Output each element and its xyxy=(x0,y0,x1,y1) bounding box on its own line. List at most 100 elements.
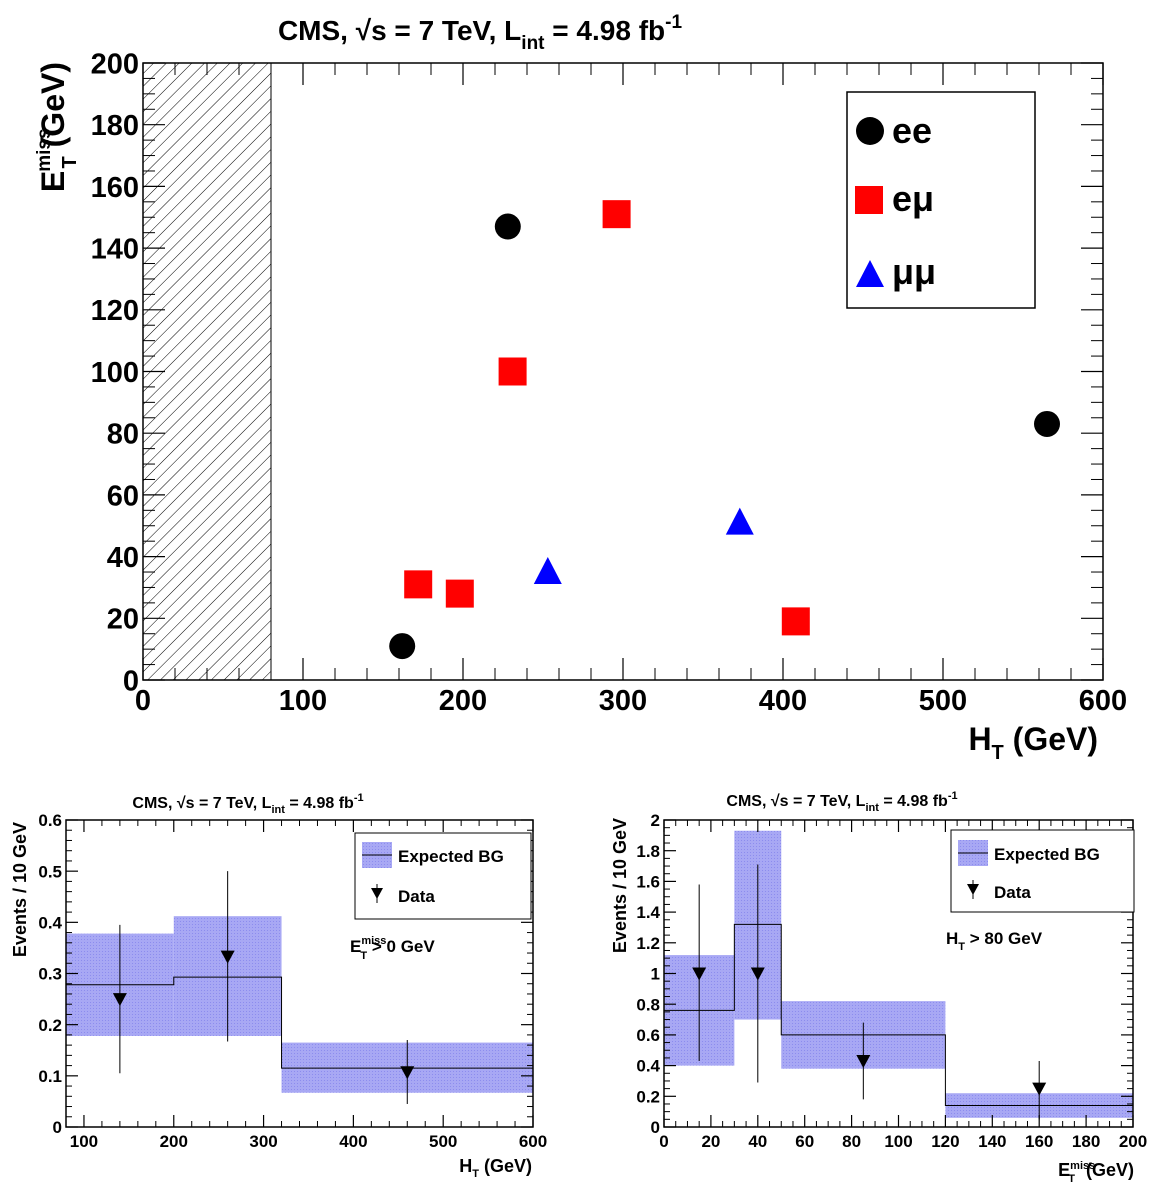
y-tick-label: 2 xyxy=(651,811,660,830)
y-tick-label: 0.4 xyxy=(38,913,62,932)
data-point-marker xyxy=(750,967,765,981)
data-point-marker xyxy=(692,967,707,981)
scatter-y-axis-label: Emiss T (GeV) xyxy=(34,62,81,192)
x-tick-label: 500 xyxy=(919,685,967,717)
y-tick-label: 0 xyxy=(651,1118,660,1137)
y-tick-label: 0.4 xyxy=(636,1057,660,1076)
x-tick-label: 200 xyxy=(1119,1132,1147,1151)
data-point-marker xyxy=(112,993,127,1007)
data-point-marker xyxy=(220,950,235,964)
y-tick-label: 180 xyxy=(91,110,139,142)
y-tick-label: 20 xyxy=(107,604,139,636)
data-point-ee xyxy=(494,213,521,240)
data-point-eμ xyxy=(404,570,433,599)
legend-emu-marker xyxy=(855,186,883,214)
scatter-x-axis-label: HT (GeV) xyxy=(968,721,1098,764)
met-histogram-y-axis-label: Events / 10 GeV xyxy=(610,818,630,953)
y-tick-label: 1.4 xyxy=(636,903,660,922)
y-tick-label: 100 xyxy=(91,357,139,389)
y-tick-label: 1 xyxy=(651,965,660,984)
met-histogram-legend: Expected BG Data xyxy=(950,829,1135,913)
x-tick-label: 600 xyxy=(519,1132,547,1151)
x-tick-label: 200 xyxy=(439,685,487,717)
y-tick-label: 80 xyxy=(107,419,139,451)
x-tick-label: 100 xyxy=(884,1132,912,1151)
y-tick-label: 0.2 xyxy=(636,1087,660,1106)
plot-frame xyxy=(142,62,1104,681)
x-tick-label: 80 xyxy=(842,1132,861,1151)
data-point-marker xyxy=(400,1066,415,1080)
legend-ee-marker xyxy=(856,117,884,145)
ht-histogram-plot-area: 100 200 300 400 500 600 0 0.1 0.2 0.3 0.4 0.5 0.6 xyxy=(38,811,547,1151)
y-tick-label: 0.6 xyxy=(38,811,62,830)
x-tick-label: 0 xyxy=(659,1132,668,1151)
x-tick-label: 120 xyxy=(931,1132,959,1151)
legend-mumu-marker xyxy=(856,260,884,287)
met-histogram: CMS, √s = 7 TeV, Lint = 4.98 fb-1 0 20 40 6… xyxy=(610,790,1147,1185)
y-tick-label: 0.8 xyxy=(636,995,660,1014)
data-point-μμ xyxy=(533,557,562,585)
y-tick-label: 0.2 xyxy=(38,1016,62,1035)
y-tick-label: 0.1 xyxy=(38,1067,62,1086)
ht-histogram-x-axis-label: HT (GeV) xyxy=(459,1156,532,1180)
data-point-μμ xyxy=(725,507,754,535)
data-point-ee xyxy=(389,633,416,660)
met-histogram-plot-area: 0 20 40 60 80 100 120 140 160 180 200 0 0.2 0.4 0.6 0.8… xyxy=(636,811,1147,1151)
x-tick-label: 300 xyxy=(249,1132,277,1151)
data-point-marker xyxy=(1032,1082,1047,1096)
x-tick-label: 160 xyxy=(1025,1132,1053,1151)
y-tick-label: 0.3 xyxy=(38,965,62,984)
scatter-plot-area: 0 100 200 300 400 500 600 0 20 40 60 80 100 120 140 160… xyxy=(91,48,1128,717)
x-tick-label: 200 xyxy=(160,1132,188,1151)
legend-data-label: Data xyxy=(994,883,1031,902)
y-tick-label: 1.2 xyxy=(636,934,660,953)
x-tick-label: 40 xyxy=(748,1132,767,1151)
x-tick-label: 600 xyxy=(1079,685,1127,717)
y-tick-label: 60 xyxy=(107,480,139,512)
y-tick-label: 0.6 xyxy=(636,1026,660,1045)
ht-histogram-legend: Expected BG Data xyxy=(354,832,532,920)
ht-histogram-cut-annotation: Emiss T > 0 GeV xyxy=(350,935,435,962)
scatter-title: CMS, √s = 7 TeV, Lint = 4.98 fb-1 xyxy=(278,12,683,54)
x-tick-label: 300 xyxy=(599,685,647,717)
scatter-legend: ee eμ μμ xyxy=(846,91,1036,309)
x-tick-label: 20 xyxy=(701,1132,720,1151)
y-tick-label: 40 xyxy=(107,542,139,574)
legend-data-label: Data xyxy=(398,887,435,906)
y-tick-label: 1.8 xyxy=(636,842,660,861)
x-tick-label: 400 xyxy=(759,685,807,717)
met-histogram-x-axis-label: Emiss T (GeV) xyxy=(1058,1160,1134,1185)
data-point-marker xyxy=(856,1054,871,1068)
legend-emu-label: eμ xyxy=(892,178,934,219)
plot-frame xyxy=(65,819,534,1128)
x-tick-label: 180 xyxy=(1072,1132,1100,1151)
y-tick-label: 0 xyxy=(53,1118,62,1137)
data-point-eμ xyxy=(781,607,810,636)
data-point-eμ xyxy=(602,200,631,229)
x-tick-label: 0 xyxy=(135,685,151,717)
expected-bg-line xyxy=(664,923,1133,1107)
y-tick-label: 120 xyxy=(91,295,139,327)
y-tick-label: 1.6 xyxy=(636,873,660,892)
y-tick-label: 200 xyxy=(91,48,139,80)
x-tick-label: 500 xyxy=(429,1132,457,1151)
x-tick-label: 400 xyxy=(339,1132,367,1151)
legend-expected-bg-label: Expected BG xyxy=(398,847,504,866)
met-histogram-title: CMS, √s = 7 TeV, Lint = 4.98 fb-1 xyxy=(726,790,957,814)
data-point-eμ xyxy=(498,357,527,386)
legend-mumu-label: μμ xyxy=(892,251,936,292)
scatter-chart: CMS, √s = 7 TeV, Lint = 4.98 fb-1 0 100 20… xyxy=(34,12,1127,764)
x-tick-label: 140 xyxy=(978,1132,1006,1151)
legend-ee-label: ee xyxy=(892,110,932,151)
y-tick-label: 0 xyxy=(123,665,139,697)
legend-expected-bg-label: Expected BG xyxy=(994,845,1100,864)
y-tick-label: 160 xyxy=(91,172,139,204)
y-tick-label: 140 xyxy=(91,234,139,266)
ht-histogram-title: CMS, √s = 7 TeV, Lint = 4.98 fb-1 xyxy=(132,792,363,816)
x-tick-label: 100 xyxy=(70,1132,98,1151)
ht-histogram-y-axis-label: Events / 10 GeV xyxy=(10,822,30,957)
data-point-ee xyxy=(1034,410,1060,437)
data-point-eμ xyxy=(445,579,474,608)
plot-frame xyxy=(663,819,1134,1128)
